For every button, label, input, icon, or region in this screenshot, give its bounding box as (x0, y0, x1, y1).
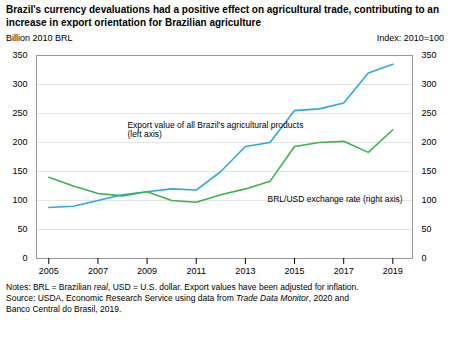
html-text:Source: USDA, Economic Researc: Source: USDA, Economic Research Service … (6, 292, 349, 303)
svg-text:100: 100 (12, 195, 27, 205)
svg-text:0: 0 (422, 253, 427, 263)
html-text:Index: 2010=100: Index: 2010=100 (376, 33, 444, 43)
svg-text:2017: 2017 (334, 266, 354, 276)
svg-text:2007: 2007 (88, 266, 108, 276)
html-text:Notes: BRL = Brazilian real, U: Notes: BRL = Brazilian real, USD = U.S. … (6, 281, 359, 292)
svg-text:350: 350 (422, 50, 437, 60)
svg-text:50: 50 (17, 224, 27, 234)
html-text:Brazil's currency devaluations: Brazil's currency devaluations had a pos… (6, 4, 439, 28)
svg-text:0: 0 (22, 253, 27, 263)
svg-text:2005: 2005 (39, 266, 59, 276)
svg-text:BRL/USD exchange rate (right a: BRL/USD exchange rate (right axis) (268, 194, 403, 204)
svg-text:350: 350 (12, 50, 27, 60)
svg-text:150: 150 (422, 166, 437, 176)
svg-text:300: 300 (422, 79, 437, 89)
svg-text:2015: 2015 (285, 266, 305, 276)
svg-text:2013: 2013 (235, 266, 255, 276)
svg-text:2019: 2019 (383, 266, 403, 276)
svg-text:2011: 2011 (187, 266, 206, 276)
svg-text:150: 150 (12, 166, 27, 176)
svg-text:250: 250 (12, 108, 27, 118)
svg-text:200: 200 (422, 137, 437, 147)
html-text:Banco Central do Brasil, 2019.: Banco Central do Brasil, 2019. (6, 303, 122, 314)
svg-text:200: 200 (12, 137, 27, 147)
svg-text:2009: 2009 (137, 266, 157, 276)
svg-text:100: 100 (422, 195, 437, 205)
html-text:Billion 2010 BRL: Billion 2010 BRL (6, 33, 73, 43)
svg-text:50: 50 (422, 224, 432, 234)
svg-text:300: 300 (12, 79, 27, 89)
svg-text:250: 250 (422, 108, 437, 118)
svg-text:Export value of all Brazil's a: Export value of all Brazil's agricultura… (127, 120, 303, 139)
